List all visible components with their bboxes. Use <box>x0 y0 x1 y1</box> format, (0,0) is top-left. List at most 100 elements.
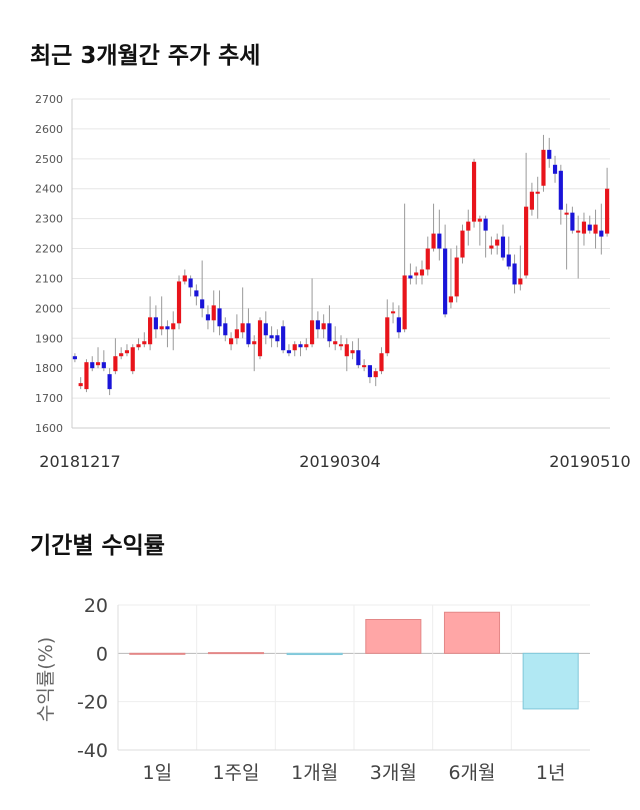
candle-body <box>136 344 141 348</box>
candle-body <box>414 272 419 276</box>
candle-body <box>385 317 390 354</box>
candle-body <box>321 323 326 330</box>
candle-body <box>124 350 130 354</box>
y-tick-label: 2400 <box>35 183 63 196</box>
candle-body <box>344 344 349 357</box>
candle-body <box>402 275 407 330</box>
candle-body <box>101 362 106 369</box>
candle-body <box>396 317 401 333</box>
candle-body <box>72 356 77 360</box>
candle-body <box>605 188 610 234</box>
candle-body <box>275 335 280 342</box>
x-category-label: 1주일 <box>212 762 259 784</box>
return-bar <box>365 619 422 654</box>
candle-body <box>489 245 494 249</box>
candle-body <box>518 278 523 285</box>
y-tick-label: 2500 <box>35 153 63 166</box>
candle-body <box>471 161 477 222</box>
return-bar <box>286 652 343 656</box>
candle-body <box>229 338 234 345</box>
candle-body <box>182 275 187 282</box>
return-bar <box>522 652 579 710</box>
candle-body <box>495 239 500 246</box>
y-tick-label: 1700 <box>35 392 63 405</box>
candle-body <box>84 362 89 390</box>
return-bar <box>443 611 501 654</box>
candle-body <box>252 341 257 345</box>
y-tick-label: -40 <box>77 740 108 762</box>
candle-body <box>437 233 442 249</box>
y-tick-label: 2600 <box>35 123 63 136</box>
candle-body <box>263 323 268 336</box>
candle-body <box>500 236 506 258</box>
candle-body <box>315 320 320 330</box>
y-tick-label: 2200 <box>35 243 63 256</box>
y-tick-label: 20 <box>84 595 108 617</box>
candle-body <box>587 224 592 231</box>
stock-candlestick-chart: 1600 1700 1800 1900 2000 2100 2200 2300 2400 2500… <box>35 93 631 471</box>
candle-body <box>246 323 251 345</box>
candle-body <box>200 299 205 309</box>
candle-body <box>217 308 222 327</box>
candle-body <box>547 149 552 159</box>
candle-body <box>171 323 176 330</box>
candle-body <box>95 362 101 366</box>
candle-body <box>240 323 245 333</box>
candle-body <box>529 191 534 210</box>
candle-body <box>356 350 361 366</box>
candle-body <box>419 269 425 276</box>
candle-body <box>506 254 511 267</box>
candle-body <box>142 341 147 345</box>
candle-body <box>362 365 367 368</box>
candle-body <box>425 248 430 270</box>
candle-body <box>148 317 153 345</box>
candle-body <box>431 233 436 249</box>
candle-body <box>581 221 587 234</box>
x-category-label: 1일 <box>143 762 173 784</box>
candle-body <box>153 317 158 330</box>
candle-body <box>304 344 309 348</box>
candle-body <box>119 353 124 357</box>
candle-body <box>234 329 239 339</box>
candle-body <box>599 230 604 237</box>
candle-body <box>188 278 193 288</box>
x-category-label: 6개월 <box>448 762 495 784</box>
candle-body <box>524 206 529 276</box>
y-tick-label: 1800 <box>35 362 63 375</box>
candle-body <box>454 257 459 297</box>
stock-trend-title: 최근 3개월간 주가 추세 <box>30 43 261 69</box>
x-category-label: 1년 <box>536 762 566 784</box>
candle-body <box>535 191 540 194</box>
candle-body <box>379 353 384 372</box>
candle-body <box>448 296 453 303</box>
candle-body <box>90 362 95 369</box>
period-return-title: 기간별 수익률 <box>30 533 165 559</box>
x-category-label: 3개월 <box>370 762 417 784</box>
candle-body <box>211 305 216 321</box>
return-bar <box>129 652 186 655</box>
candle-body <box>593 224 598 234</box>
candle-body <box>477 218 482 222</box>
y-tick-label: 2700 <box>35 93 63 106</box>
candle-body <box>257 320 263 357</box>
candle-body <box>512 263 517 285</box>
candle-body <box>483 218 488 231</box>
x-date-label: 20190510 <box>549 452 630 471</box>
candle-body <box>165 326 170 330</box>
candle-body <box>552 164 558 174</box>
candle-body <box>350 350 355 354</box>
candle-body <box>281 326 286 351</box>
x-date-label: 20190304 <box>299 452 380 471</box>
candle-body <box>541 149 546 186</box>
candle-body <box>460 230 465 258</box>
candle-body <box>298 344 303 348</box>
candle-body <box>558 170 563 210</box>
y-tick-label: 2000 <box>35 302 63 315</box>
y-tick-label: -20 <box>77 692 108 714</box>
y-axis-label: 수익률(%) <box>35 637 57 722</box>
return-bar <box>207 652 265 655</box>
candle-body <box>292 344 297 351</box>
y-tick-label: 1600 <box>35 422 63 435</box>
candle-body <box>223 323 228 336</box>
